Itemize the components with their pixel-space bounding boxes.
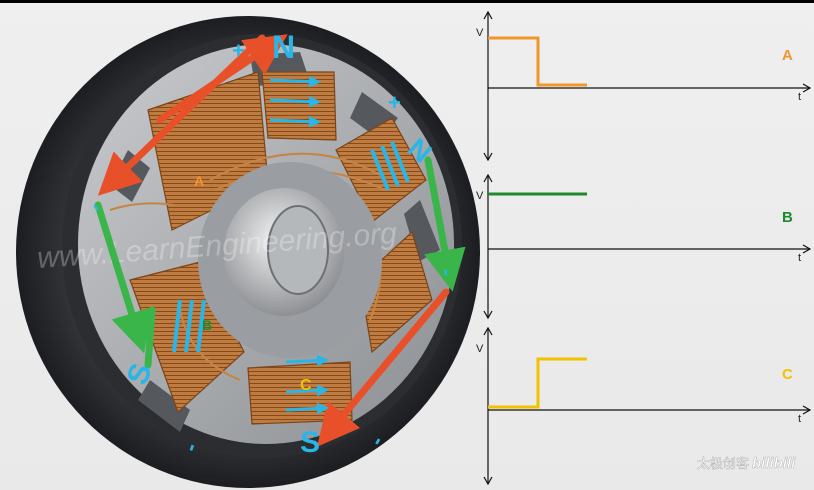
pole-south-bottom: S: [300, 426, 320, 459]
graph-b-x-label: t: [798, 252, 801, 264]
graph-a-y-label: V: [476, 27, 484, 39]
plus-mark-right: +: [388, 90, 401, 115]
field-arrow-bottom: [317, 288, 450, 447]
flux-lines-left: [172, 299, 206, 353]
flux-arrows-bottom: [285, 354, 329, 415]
graph-c-y-arrow-up: [483, 326, 493, 336]
flux-lines-right: [370, 141, 410, 191]
coil-a-label: A: [194, 173, 204, 189]
coil-c-label: C: [300, 377, 312, 394]
graph-a-signal: [488, 36, 587, 87]
current-arrow-left: [94, 201, 152, 354]
channel-name: 太极创客: [697, 456, 749, 471]
graph-c-x-label: t: [798, 413, 801, 425]
graph-b-y-label: V: [476, 190, 484, 202]
current-arrow-right: [424, 156, 466, 292]
flux-arrows-top: [269, 75, 321, 128]
graph-a-y-arrow-up: [483, 10, 493, 20]
graph-b-y-arrow-down: [483, 310, 493, 320]
shaft-hole: [267, 205, 329, 295]
field-arrow-top-left: [97, 34, 266, 196]
minus-mark-right: -: [435, 266, 461, 278]
graph-a-x-label: t: [798, 91, 801, 103]
current-arrows: [94, 156, 466, 369]
graph-c-signal: [488, 357, 587, 409]
coil-b-label: B: [202, 317, 212, 333]
graph-b-x-arrow: [802, 244, 812, 254]
graph-b-y-arrow-up: [483, 173, 493, 183]
coil-right-lower: [359, 230, 433, 354]
graph-c-phase-label: C: [782, 366, 793, 383]
graph-a-y-arrow-down: [483, 152, 493, 162]
current-arrow-left-lower: [144, 306, 156, 369]
field-arrows: [97, 34, 450, 447]
motor-group: www.LearnEngineering.org: [16, 16, 480, 488]
plus-mark-top: +: [232, 38, 245, 63]
graph-c-x-arrow: [802, 405, 812, 415]
field-arrow-top-right: [156, 34, 288, 124]
graph-a-x-arrow: [802, 83, 812, 93]
graph-a-phase-label: A: [782, 47, 793, 64]
phase-voltage-graphs: Vt A Vt B Vt C: [476, 10, 812, 486]
graph-c-y-label: V: [476, 343, 484, 355]
pole-north-top: N: [272, 29, 295, 65]
bilibili-logo: bilibili: [752, 455, 796, 472]
graph-b-phase-label: B: [782, 209, 793, 226]
graph-c-y-arrow-down: [483, 476, 493, 486]
